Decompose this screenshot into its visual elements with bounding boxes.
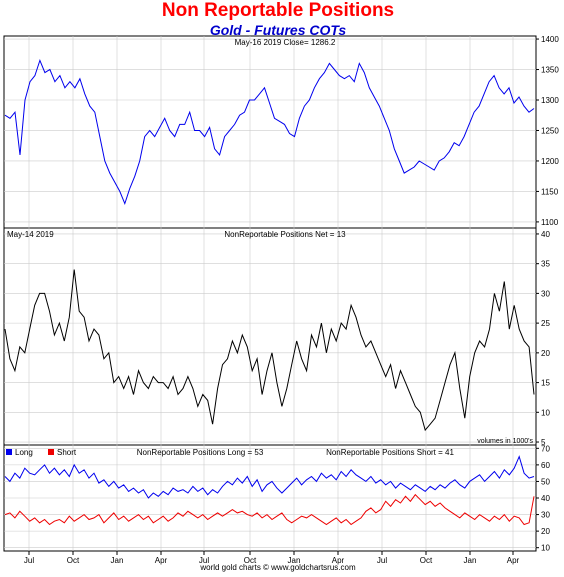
series-line-gold-price: [4, 58, 535, 206]
y-tick-label: 1250: [541, 126, 559, 135]
x-tick-label: Oct: [244, 556, 257, 565]
x-tick-label: Apr: [507, 556, 520, 565]
y-tick-label: 10: [541, 408, 550, 417]
y-tick-label: 60: [541, 461, 550, 470]
footer-credit: world gold charts © www.goldchartsrus.co…: [200, 563, 356, 572]
legend-swatch-short: [48, 449, 54, 455]
legend-label-long: Long: [15, 448, 33, 457]
x-tick-label: Jul: [199, 556, 209, 565]
y-tick-label: 40: [541, 494, 550, 503]
y-tick-label: 1350: [541, 66, 559, 75]
y-tick-label: 30: [541, 289, 550, 298]
price-header: May-16 2019 Close= 1286.2: [235, 38, 336, 47]
y-tick-label: 10: [541, 544, 550, 553]
y-tick-label: 20: [541, 527, 550, 536]
long-header: NonReportable Positions Long = 53: [137, 448, 264, 457]
series-line-short: [4, 493, 535, 526]
series-line-long: [4, 455, 535, 499]
x-tick-label: Apr: [332, 556, 345, 565]
legend-swatch-long: [6, 449, 12, 455]
y-tick-label: 25: [541, 319, 550, 328]
x-tick-label: Jan: [464, 556, 477, 565]
x-tick-label: Jul: [377, 556, 387, 565]
short-header: NonReportable Positions Short = 41: [326, 448, 454, 457]
y-tick-label: 1150: [541, 187, 559, 196]
y-tick-label: 35: [541, 260, 550, 269]
y-tick-label: 15: [541, 379, 550, 388]
y-tick-label: 1100: [541, 218, 559, 227]
x-tick-label: Oct: [67, 556, 80, 565]
series-line-net-positions: [4, 269, 535, 432]
y-tick-label: 40: [541, 230, 550, 239]
legend-label-short: Short: [57, 448, 77, 457]
net-header: NonReportable Positions Net = 13: [224, 230, 346, 239]
x-tick-label: Jan: [111, 556, 124, 565]
x-tick-label: Oct: [420, 556, 433, 565]
volumes-note: volumes in 1000's: [477, 438, 533, 445]
x-tick-label: Apr: [155, 556, 168, 565]
x-tick-label: Jul: [24, 556, 34, 565]
y-tick-label: 50: [541, 477, 550, 486]
x-tick-label: Jan: [288, 556, 301, 565]
net-date-label: May-14 2019: [7, 230, 54, 239]
y-tick-label: 70: [541, 444, 550, 453]
y-tick-label: 1300: [541, 96, 559, 105]
y-tick-label: 1400: [541, 35, 559, 44]
y-tick-label: 5: [541, 438, 546, 447]
y-tick-label: 1200: [541, 157, 559, 166]
y-tick-label: 20: [541, 349, 550, 358]
page-subtitle: Gold - Futures COTs: [209, 22, 347, 38]
y-tick-label: 30: [541, 511, 550, 520]
page-title: Non Reportable Positions: [161, 0, 395, 21]
